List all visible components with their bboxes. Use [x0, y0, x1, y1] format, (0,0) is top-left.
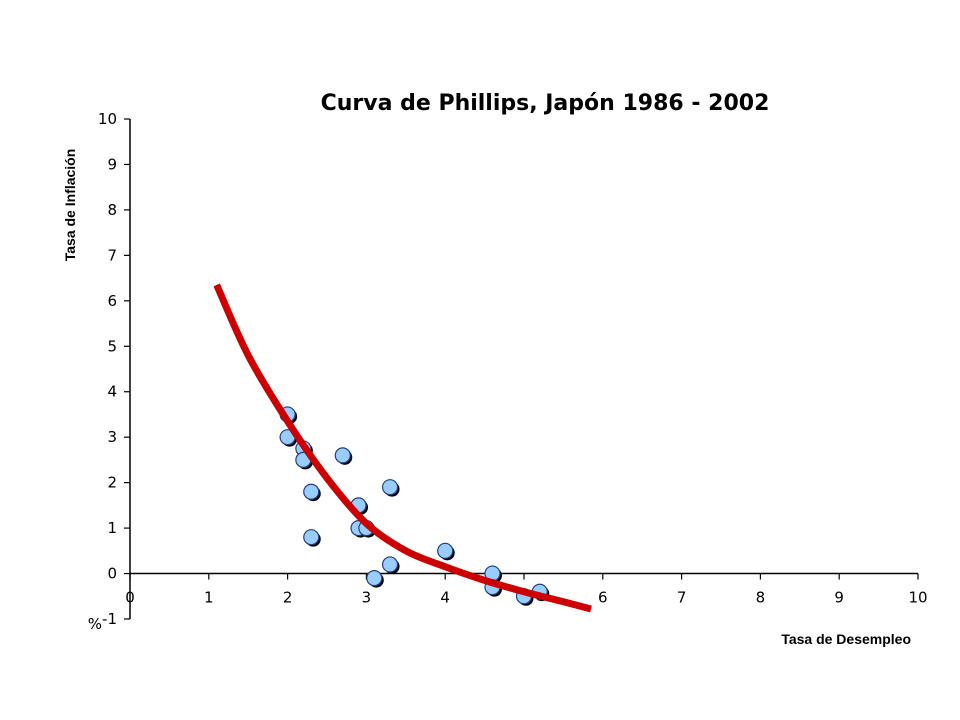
x-tick-label: 2 — [283, 589, 293, 607]
y-tick-label: 2 — [107, 474, 117, 492]
data-point — [303, 483, 321, 502]
chart-title: Curva de Phillips, Japón 1986 - 2002 — [321, 91, 770, 116]
data-point-marker — [303, 483, 320, 500]
y-unit-label: % — [88, 615, 102, 633]
data-point — [334, 447, 353, 465]
x-tick-label: 3 — [362, 589, 372, 607]
data-point-marker — [381, 556, 399, 573]
y-tick-label: 3 — [107, 428, 117, 446]
y-axis-label: Tasa de Inflación — [62, 149, 78, 262]
x-tick-label: 10 — [908, 589, 927, 607]
data-point-marker — [366, 569, 383, 587]
data-point-marker — [437, 542, 454, 559]
y-tick-label: 8 — [107, 201, 117, 219]
x-tick-label: 6 — [598, 589, 608, 607]
y-tick-label: -1 — [102, 610, 117, 628]
x-tick-label: 8 — [756, 589, 766, 607]
x-axis-label: Tasa de Desempleo — [781, 631, 911, 647]
y-tick-label: 0 — [107, 565, 117, 583]
y-tick-label: 10 — [98, 110, 117, 128]
data-point — [437, 542, 455, 561]
data-point-marker — [303, 529, 320, 546]
x-tick-label: 0 — [125, 589, 135, 607]
y-tick-label: 5 — [107, 337, 117, 355]
trend-curve — [213, 283, 592, 613]
data-point — [381, 556, 400, 574]
y-tick-label: 1 — [107, 519, 117, 537]
x-tick-label: 1 — [204, 589, 214, 607]
y-tick-label: 4 — [107, 383, 117, 401]
y-tick-label: 9 — [107, 155, 117, 173]
x-tick-label: 7 — [677, 589, 687, 607]
y-tick-label: 6 — [107, 292, 117, 310]
x-tick-label: 9 — [834, 589, 844, 607]
y-tick-label: 7 — [107, 246, 117, 264]
trend-curve-group — [213, 283, 592, 613]
data-point-marker — [334, 447, 351, 464]
data-points — [279, 406, 550, 606]
x-tick-label: 4 — [440, 589, 450, 607]
data-point — [303, 529, 321, 547]
data-point-marker — [381, 479, 399, 496]
data-point — [366, 569, 384, 588]
data-point — [381, 479, 400, 497]
